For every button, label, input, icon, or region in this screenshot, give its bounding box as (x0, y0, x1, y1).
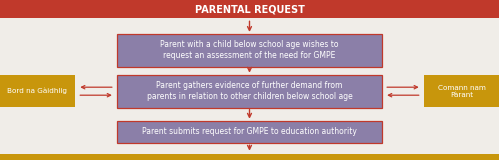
Text: Comann nam
Pàrant: Comann nam Pàrant (438, 85, 486, 98)
FancyBboxPatch shape (117, 75, 382, 108)
FancyBboxPatch shape (0, 0, 499, 18)
FancyBboxPatch shape (424, 75, 499, 107)
Text: Bord na Gàidhlig: Bord na Gàidhlig (7, 88, 67, 94)
FancyBboxPatch shape (0, 154, 499, 160)
Text: PARENTAL REQUEST: PARENTAL REQUEST (195, 4, 304, 14)
FancyBboxPatch shape (117, 34, 382, 67)
Text: Parent gathers evidence of further demand from
parents in relation to other chil: Parent gathers evidence of further deman… (147, 81, 352, 101)
FancyBboxPatch shape (117, 121, 382, 143)
FancyBboxPatch shape (0, 75, 75, 107)
Text: Parent with a child below school age wishes to
request an assessment of the need: Parent with a child below school age wis… (160, 40, 339, 60)
Text: Parent submits request for GMPE to education authority: Parent submits request for GMPE to educa… (142, 128, 357, 136)
